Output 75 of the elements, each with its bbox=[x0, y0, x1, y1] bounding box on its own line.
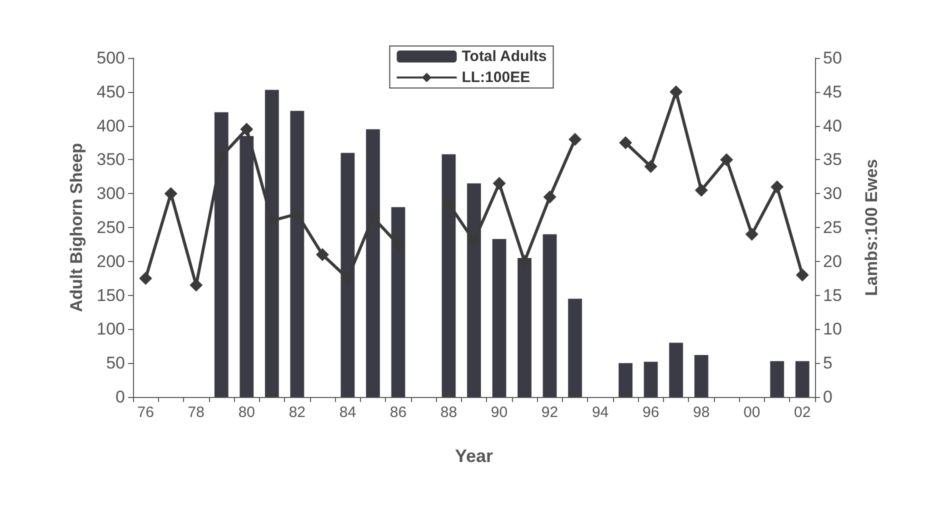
point bbox=[518, 254, 532, 268]
y-tick-label: 450 bbox=[96, 82, 125, 102]
y2-tick-label: 5 bbox=[823, 354, 832, 373]
x-tick-label: 80 bbox=[238, 404, 256, 421]
point bbox=[745, 228, 758, 241]
point bbox=[543, 190, 556, 204]
bar bbox=[568, 298, 582, 397]
y-tick-label: 250 bbox=[96, 218, 125, 237]
legend-label: LL:100EE bbox=[462, 69, 530, 86]
y-tick-label: 300 bbox=[96, 184, 125, 204]
x-tick-label: 78 bbox=[188, 404, 204, 421]
y2-tick-label: 10 bbox=[823, 320, 842, 339]
point bbox=[770, 180, 784, 194]
x-tick-label: 02 bbox=[794, 404, 811, 421]
y-tick-label: 200 bbox=[96, 252, 125, 271]
y-tick-label: 0 bbox=[116, 388, 125, 406]
y-tick-label: 400 bbox=[96, 116, 125, 136]
bar bbox=[795, 361, 810, 397]
point bbox=[720, 153, 734, 166]
y2-tick-label: 35 bbox=[823, 150, 842, 170]
y-tick-label: 150 bbox=[96, 286, 125, 305]
point bbox=[316, 248, 329, 262]
point bbox=[442, 197, 456, 210]
y-axis-title: Adult Bighorn Sheep bbox=[67, 142, 86, 312]
point bbox=[644, 160, 658, 173]
x-tick-label: 76 bbox=[137, 404, 154, 421]
bar bbox=[492, 239, 506, 397]
point bbox=[468, 234, 480, 248]
bar bbox=[618, 363, 632, 397]
point bbox=[265, 214, 278, 228]
bar bbox=[770, 361, 784, 397]
x-axis-title: Year bbox=[454, 446, 494, 466]
point bbox=[694, 184, 708, 197]
x-tick-label: 84 bbox=[339, 404, 356, 421]
point bbox=[392, 238, 405, 251]
point bbox=[492, 176, 506, 190]
y2-tick-label: 45 bbox=[823, 82, 842, 102]
y-tick-label: 500 bbox=[96, 48, 125, 68]
point bbox=[341, 272, 354, 285]
x-tick-label: 82 bbox=[288, 404, 306, 421]
x-tick-label: 96 bbox=[642, 404, 660, 421]
y2-tick-label: 30 bbox=[823, 184, 842, 204]
point bbox=[568, 132, 582, 146]
y2-tick-label: 50 bbox=[823, 48, 842, 68]
bar bbox=[644, 362, 658, 397]
bar bbox=[669, 342, 684, 397]
point bbox=[290, 207, 304, 220]
bar bbox=[518, 258, 532, 397]
x-tick-label: 88 bbox=[440, 404, 458, 421]
y-tick-label: 100 bbox=[96, 320, 125, 339]
point bbox=[366, 210, 380, 224]
y2-tick-label: 20 bbox=[823, 252, 842, 271]
y2-tick-label: 40 bbox=[823, 116, 842, 136]
point bbox=[670, 85, 683, 98]
y-tick-label: 350 bbox=[96, 150, 125, 170]
y2-tick-label: 0 bbox=[823, 388, 832, 406]
legend-label: Total Adults bbox=[462, 48, 547, 65]
bar bbox=[694, 354, 708, 397]
point bbox=[139, 272, 152, 285]
x-tick-label: 00 bbox=[744, 404, 760, 421]
y2-axis-title: Lambs:100 Ewes bbox=[862, 158, 881, 296]
bar bbox=[542, 234, 557, 397]
x-tick-label: 94 bbox=[592, 404, 609, 421]
x-tick-label: 92 bbox=[541, 404, 558, 421]
x-tick-label: 90 bbox=[490, 404, 508, 421]
point bbox=[619, 136, 632, 150]
point bbox=[164, 187, 178, 200]
x-tick-label: 98 bbox=[692, 404, 710, 421]
y-tick-label: 50 bbox=[106, 354, 125, 373]
point bbox=[796, 268, 809, 282]
x-tick-label: 86 bbox=[390, 404, 407, 421]
y2-tick-label: 15 bbox=[823, 286, 842, 305]
y2-tick-label: 25 bbox=[823, 218, 842, 237]
point bbox=[240, 122, 254, 136]
point bbox=[214, 150, 228, 163]
